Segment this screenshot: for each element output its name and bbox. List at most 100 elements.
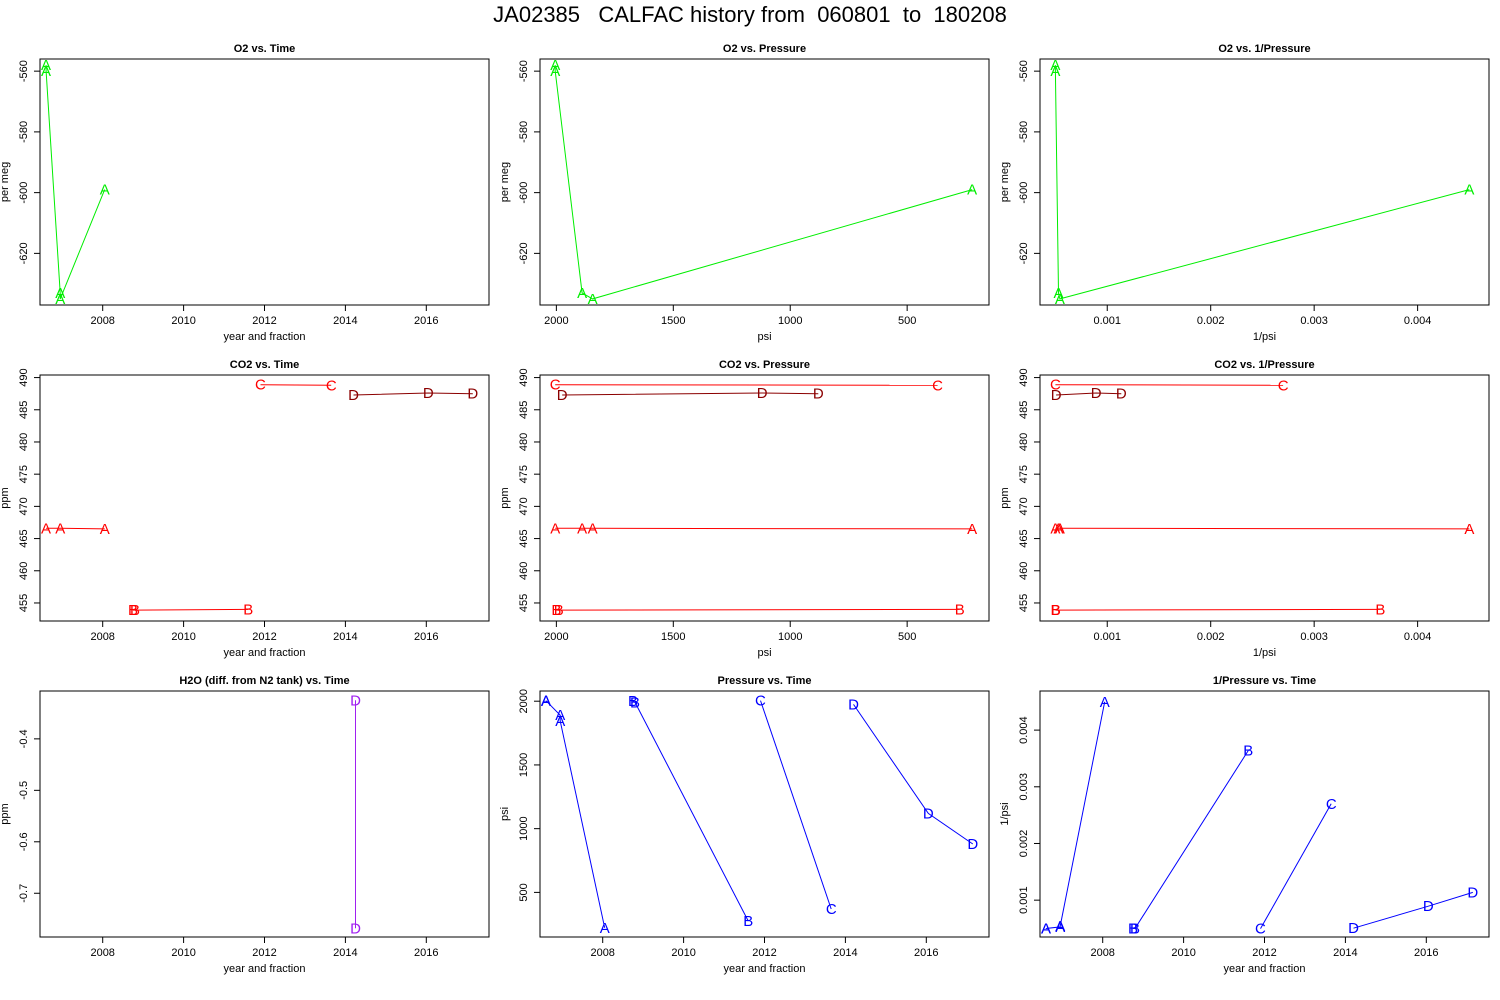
x-tick-label: 2010 xyxy=(171,947,195,959)
chart-title: H2O (diff. from N2 tank) vs. Time xyxy=(179,675,349,687)
x-tick-label: 2000 xyxy=(544,315,568,327)
x-tick-label: 2010 xyxy=(671,947,695,959)
x-tick-label: 0.004 xyxy=(1404,631,1432,643)
y-tick-label: 1500 xyxy=(518,753,530,777)
x-tick-label: 2016 xyxy=(914,947,938,959)
y-tick-label: 465 xyxy=(18,529,30,547)
data-point-label: A xyxy=(1050,57,1060,74)
chart-title: 1/Pressure vs. Time xyxy=(1213,675,1316,687)
y-axis-label: psi xyxy=(499,807,511,821)
plot-frame xyxy=(539,374,990,622)
y-tick-label: 470 xyxy=(1018,497,1030,515)
x-tick-label: 2016 xyxy=(414,947,438,959)
data-point-label: A xyxy=(1055,919,1065,936)
data-point-label: A xyxy=(100,521,110,538)
y-tick-label: 490 xyxy=(18,368,30,386)
chart-o2-vs-time: O2 vs. Time 2008 2010 2012 2014 2016 -620 -600 -… xyxy=(0,43,490,343)
data-point-label: A xyxy=(41,520,51,537)
y-tick-label: -600 xyxy=(18,182,30,204)
data-point-label: A xyxy=(600,920,610,937)
data-point-label: B xyxy=(1243,743,1253,760)
chart-o2-vs-1-pressure: O2 vs. 1/Pressure 0.001 0.002 0.003 0.004 -62… xyxy=(999,43,1490,343)
y-tick-label: 0.002 xyxy=(1018,830,1030,858)
data-point-label: A xyxy=(967,521,977,538)
data-point-label: A xyxy=(1041,920,1051,937)
series-line xyxy=(632,700,749,922)
plot-frame xyxy=(1039,374,1490,622)
series-line xyxy=(545,700,606,928)
x-axis-label: year and fraction xyxy=(224,647,306,659)
plot-frame xyxy=(39,374,490,622)
x-tick-label: 2000 xyxy=(544,631,568,643)
y-tick-label: -580 xyxy=(518,121,530,143)
data-point-label: D xyxy=(350,920,361,937)
data-point-label: D xyxy=(848,696,859,713)
y-axis-label: ppm xyxy=(0,803,11,824)
y-tick-label: -620 xyxy=(18,242,30,264)
series-line xyxy=(1132,750,1249,929)
data-point-label: D xyxy=(923,805,934,822)
data-point-label: D xyxy=(1051,387,1062,404)
x-tick-label: 2008 xyxy=(590,947,614,959)
data-point-label: C xyxy=(1255,921,1266,938)
x-tick-label: 500 xyxy=(898,315,916,327)
y-tick-label: 0.004 xyxy=(1018,716,1030,744)
data-point-label: A xyxy=(1464,521,1474,538)
x-tick-label: 0.002 xyxy=(1197,315,1225,327)
y-tick-label: -600 xyxy=(1018,182,1030,204)
data-point-label: B xyxy=(1051,602,1061,619)
data-point-label: C xyxy=(826,901,837,918)
y-tick-label: 470 xyxy=(518,497,530,515)
x-tick-label: 500 xyxy=(898,631,916,643)
data-point-label: D xyxy=(1467,884,1478,901)
y-tick-label: -0.5 xyxy=(18,781,30,800)
x-tick-label: 2014 xyxy=(333,315,357,327)
y-tick-label: -560 xyxy=(18,60,30,82)
chart-pressure-vs-time: Pressure vs. Time 2008 2010 2012 2014 2016 500… xyxy=(499,675,990,975)
chart-title: O2 vs. 1/Pressure xyxy=(1218,43,1310,55)
data-point-label: D xyxy=(350,692,361,709)
y-tick-label: 475 xyxy=(1018,465,1030,483)
y-axis-label: 1/psi xyxy=(999,802,1011,825)
data-point-label: A xyxy=(550,520,560,537)
data-point-label: D xyxy=(757,385,768,402)
x-tick-label: 2014 xyxy=(833,947,857,959)
data-point-label: A xyxy=(55,285,65,302)
data-point-label: C xyxy=(550,377,561,394)
data-point-label: A xyxy=(1050,520,1060,537)
data-point-label: C xyxy=(1326,796,1337,813)
data-point-label: A xyxy=(41,63,51,80)
y-axis-label: ppm xyxy=(499,487,511,508)
y-tick-label: 490 xyxy=(518,368,530,386)
x-tick-label: 2012 xyxy=(252,315,276,327)
y-tick-label: -620 xyxy=(1018,242,1030,264)
series-line xyxy=(555,384,938,386)
x-tick-label: 2012 xyxy=(252,631,276,643)
x-axis-label: 1/psi xyxy=(1253,647,1276,659)
data-point-label: A xyxy=(55,520,65,537)
data-point-label: A xyxy=(555,707,565,724)
series-line xyxy=(133,608,249,611)
data-point-label: A xyxy=(967,182,977,199)
chart-title: Pressure vs. Time xyxy=(718,675,812,687)
y-axis-label: per meg xyxy=(0,162,11,202)
data-point-label: A xyxy=(55,291,65,308)
chart-title: O2 vs. Time xyxy=(234,43,296,55)
data-point-label: B xyxy=(1375,601,1385,618)
data-point-label: D xyxy=(467,386,478,403)
y-tick-label: 475 xyxy=(518,465,530,483)
y-tick-label: -580 xyxy=(18,121,30,143)
y-tick-label: -560 xyxy=(1018,60,1030,82)
y-tick-label: -580 xyxy=(1018,121,1030,143)
x-tick-label: 2010 xyxy=(171,315,195,327)
x-tick-label: 0.002 xyxy=(1197,631,1225,643)
x-tick-label: 2014 xyxy=(333,631,357,643)
data-point-label: A xyxy=(577,520,587,537)
data-point-label: A xyxy=(555,713,565,730)
x-tick-label: 1000 xyxy=(778,631,802,643)
data-point-label: B xyxy=(551,602,561,619)
y-tick-label: 485 xyxy=(18,401,30,419)
data-point-label: A xyxy=(1055,520,1065,537)
y-tick-label: 1000 xyxy=(518,816,530,840)
data-point-label: D xyxy=(1116,386,1127,403)
